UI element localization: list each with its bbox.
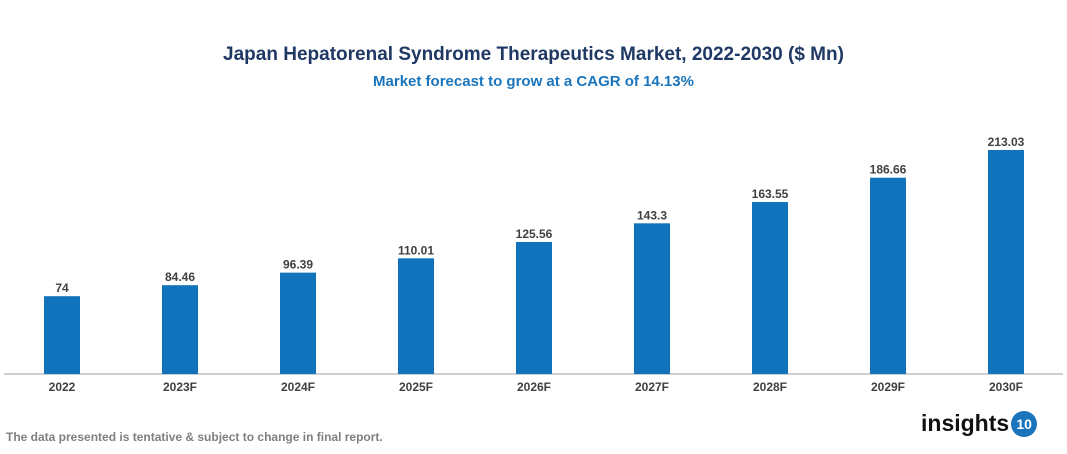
x-tick-label: 2026F [517,380,551,394]
insights10-logo: insights 10 [921,410,1038,437]
chart-title: Japan Hepatorenal Syndrome Therapeutics … [223,44,844,65]
logo-text: insights [921,410,1010,436]
bar-2028F [752,202,788,374]
bar-2025F [398,258,434,374]
x-tick-label: 2023F [163,380,197,394]
x-tick-label: 2027F [635,380,669,394]
bar-2022 [44,296,80,374]
data-label: 143.3 [637,208,667,222]
bar-2024F [280,272,316,374]
bar-2027F [634,223,670,374]
footnote: The data presented is tentative & subjec… [6,430,383,444]
logo-number: 10 [1011,410,1038,437]
data-label: 84.46 [165,270,195,284]
x-tick-label: 2022 [49,380,76,394]
x-tick-label: 2029F [871,380,905,394]
bar-2026F [516,241,552,374]
data-label: 213.03 [988,135,1025,149]
x-tick-label: 2030F [989,380,1023,394]
data-label: 110.01 [398,243,434,257]
x-tick-label: 2025F [399,380,433,394]
data-label: 125.56 [516,227,553,241]
x-tick-label: 2024F [281,380,315,394]
x-tick-label: 2028F [753,380,787,394]
bar-2030F [988,150,1024,374]
bar-2023F [162,285,198,374]
data-label: 96.39 [283,258,313,272]
bar-2029F [870,177,906,374]
data-label: 163.55 [752,187,789,201]
data-label: 74 [55,281,69,295]
chart-subtitle: Market forecast to grow at a CAGR of 14.… [373,73,694,90]
data-label: 186.66 [870,163,907,177]
